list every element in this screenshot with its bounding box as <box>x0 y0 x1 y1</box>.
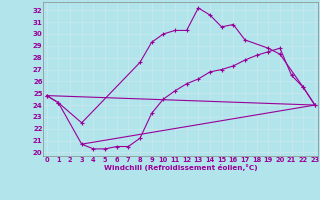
X-axis label: Windchill (Refroidissement éolien,°C): Windchill (Refroidissement éolien,°C) <box>104 164 258 171</box>
